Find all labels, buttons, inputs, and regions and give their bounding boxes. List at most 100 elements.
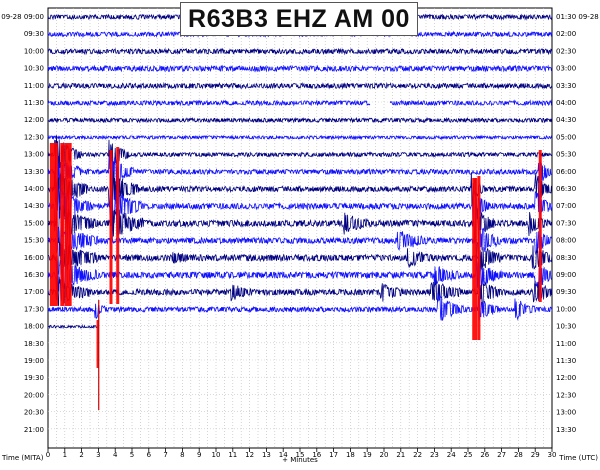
x-tick-label: 4 bbox=[113, 451, 118, 459]
seismogram-trace-row bbox=[47, 241, 553, 275]
x-tick-label: 9 bbox=[197, 451, 201, 459]
right-time-label: 07:30 bbox=[556, 219, 576, 227]
x-tick-label: 25 bbox=[464, 451, 473, 459]
x-tick-label: 18 bbox=[346, 451, 355, 459]
seismogram-trace-row bbox=[47, 116, 553, 124]
left-time-label: 15:00 bbox=[24, 219, 44, 227]
x-tick-label: 26 bbox=[480, 451, 489, 459]
seismogram-trace-row bbox=[47, 47, 553, 56]
right-time-label: 06:30 bbox=[556, 185, 576, 193]
x-tick-label: 24 bbox=[447, 451, 456, 459]
right-time-label: 11:30 bbox=[556, 357, 576, 365]
right-time-label: 06:00 bbox=[556, 168, 576, 176]
left-time-label: 14:30 bbox=[24, 202, 44, 210]
left-time-label: 15:30 bbox=[24, 237, 44, 245]
x-tick-label: 21 bbox=[396, 451, 405, 459]
x-tick-label: 2 bbox=[79, 451, 83, 459]
seismogram-trace-row bbox=[47, 323, 99, 330]
seismogram-trace-row bbox=[47, 81, 553, 90]
left-time-label: 16:30 bbox=[24, 271, 44, 279]
x-tick-label: 3 bbox=[96, 451, 100, 459]
right-time-label: 07:00 bbox=[556, 202, 576, 210]
seismogram-trace-row bbox=[47, 292, 553, 322]
seismogram-trace-row bbox=[47, 64, 553, 73]
x-tick-label: 22 bbox=[413, 451, 422, 459]
left-time-label: 18:00 bbox=[24, 323, 44, 331]
seismogram-trace-row bbox=[47, 275, 553, 307]
x-tick-label: 11 bbox=[228, 451, 237, 459]
x-tick-label: 29 bbox=[531, 451, 540, 459]
left-time-label: 10:30 bbox=[24, 65, 44, 73]
right-time-label: 09:30 bbox=[556, 288, 576, 296]
left-time-label: 11:00 bbox=[24, 82, 44, 90]
clipped-signal-mark bbox=[109, 150, 113, 304]
seismogram-trace-row bbox=[47, 182, 553, 232]
x-tick-label: 27 bbox=[497, 451, 506, 459]
right-time-label: 04:00 bbox=[556, 99, 576, 107]
right-time-label: 09:00 bbox=[556, 271, 576, 279]
x-tick-label: 8 bbox=[180, 451, 184, 459]
seismogram-trace-row bbox=[47, 134, 553, 141]
left-time-label: 09-28 09:00 bbox=[1, 13, 44, 21]
right-time-label: 12:00 bbox=[556, 374, 576, 382]
x-tick-label: 19 bbox=[363, 451, 372, 459]
x-tick-label: 13 bbox=[262, 451, 271, 459]
seismogram-trace-row bbox=[47, 255, 553, 292]
left-time-label: 16:00 bbox=[24, 254, 44, 262]
seismogram-trace-row bbox=[47, 167, 553, 211]
left-time-label: 21:00 bbox=[24, 426, 44, 434]
clipped-signal-mark bbox=[477, 176, 481, 340]
left-time-label: 12:00 bbox=[24, 116, 44, 124]
x-tick-label: 1 bbox=[63, 451, 67, 459]
left-time-label: 18:30 bbox=[24, 340, 44, 348]
x-tick-label: 17 bbox=[329, 451, 338, 459]
clipped-signal-mark bbox=[60, 143, 65, 306]
seismogram-trace-row bbox=[47, 224, 553, 260]
x-tick-label: 16 bbox=[312, 451, 321, 459]
seismogram-trace-row bbox=[47, 135, 553, 179]
right-time-label: 01:30 09-28 bbox=[556, 13, 599, 21]
right-time-label: 10:30 bbox=[556, 323, 576, 331]
right-time-label: 13:30 bbox=[556, 426, 576, 434]
left-time-label: 13:30 bbox=[24, 168, 44, 176]
left-time-label: 12:30 bbox=[24, 133, 44, 141]
left-time-label: 17:00 bbox=[24, 288, 44, 296]
clipped-signal-mark bbox=[64, 143, 72, 306]
right-time-label: 08:30 bbox=[556, 254, 576, 262]
seismogram-trace-row bbox=[47, 205, 553, 244]
x-axis-label: + Minutes bbox=[282, 456, 318, 464]
left-time-label: 20:00 bbox=[24, 391, 44, 399]
right-time-label: 04:30 bbox=[556, 116, 576, 124]
left-time-label: 19:30 bbox=[24, 374, 44, 382]
x-tick-label: 10 bbox=[212, 451, 221, 459]
seismogram-trace-row bbox=[47, 99, 553, 107]
clipped-signal-mark bbox=[49, 143, 58, 306]
right-axis-label: Time (UTC) bbox=[558, 454, 598, 462]
left-time-label: 13:00 bbox=[24, 151, 44, 159]
right-time-label: 13:00 bbox=[556, 409, 576, 417]
right-time-label: 12:30 bbox=[556, 391, 576, 399]
right-time-label: 02:30 bbox=[556, 47, 576, 55]
chart-title: R63B3 EHZ AM 00 bbox=[180, 2, 418, 36]
right-time-label: 08:00 bbox=[556, 237, 576, 245]
right-time-label: 02:00 bbox=[556, 30, 576, 38]
x-tick-label: 15 bbox=[296, 451, 305, 459]
clipped-signal-mark bbox=[116, 147, 120, 304]
left-time-label: 11:30 bbox=[24, 99, 44, 107]
x-tick-label: 20 bbox=[380, 451, 389, 459]
x-tick-label: 12 bbox=[245, 451, 254, 459]
left-time-label: 14:00 bbox=[24, 185, 44, 193]
x-tick-label: 6 bbox=[147, 451, 152, 459]
x-tick-label: 14 bbox=[279, 451, 288, 459]
right-time-label: 03:00 bbox=[556, 65, 576, 73]
clipped-signal-mark bbox=[472, 178, 478, 340]
left-time-label: 19:00 bbox=[24, 357, 44, 365]
left-time-label: 20:30 bbox=[24, 409, 44, 417]
clipped-signal-mark bbox=[96, 320, 99, 368]
clipped-signal-mark bbox=[538, 150, 542, 302]
right-time-label: 11:00 bbox=[556, 340, 576, 348]
x-tick-label: 5 bbox=[130, 451, 134, 459]
left-time-label: 10:00 bbox=[24, 47, 44, 55]
